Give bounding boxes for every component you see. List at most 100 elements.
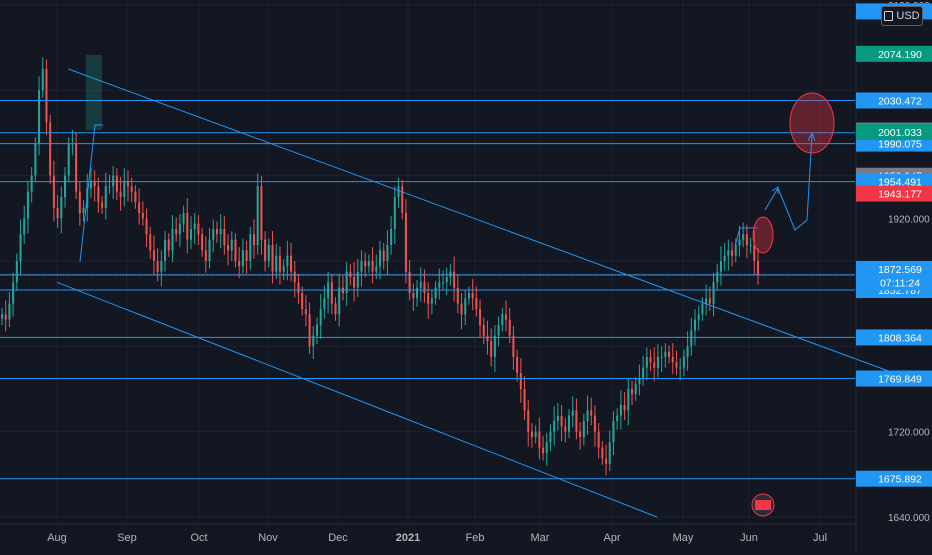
currency-label: USD [896,10,920,22]
candle-body [653,362,656,368]
candle-body [738,239,741,245]
candle-body [15,261,18,283]
price-label-text: 1872.569 [878,264,922,276]
candle-body [290,255,293,272]
candle-body [586,410,589,421]
candle-body [8,303,11,320]
candle-body [634,383,637,395]
candle-body [241,250,244,267]
candle-body [460,303,463,315]
candle-body [204,250,207,261]
candle-body [245,250,248,261]
candle-body [178,223,181,235]
candle-body [375,266,378,272]
currency-selector[interactable]: USD [881,6,923,26]
candle-body [519,373,522,389]
x-tick-label: Sep [117,532,137,544]
candle-body [567,415,571,432]
candle-body [386,245,389,261]
candle-body [349,271,352,277]
candle-body [682,357,685,368]
candle-body [264,239,267,261]
price-label: 1954.491 [856,173,932,190]
x-tick-label: Mar [531,532,550,544]
candle-body [308,314,311,347]
candle-body [575,410,578,432]
candle-body [52,175,55,208]
grid-layer [0,0,855,524]
candle-body [141,213,144,219]
candle-body [156,261,159,272]
candle-body [668,351,671,357]
candle-body [497,325,500,336]
candle-body [345,271,348,293]
price-label-text: 1808.364 [878,332,922,344]
candle-body [175,229,178,235]
candle-body [486,335,489,341]
candle-body [616,415,619,421]
candle-body [690,330,693,347]
candle-body [60,197,63,219]
candle-body [701,303,704,315]
candle-body [564,426,567,432]
price-label-text: 1675.892 [878,474,922,486]
candle-body [82,207,85,213]
candle-body [434,287,437,299]
candle-body [731,250,734,256]
price-label-text: 07:11:24 [880,277,920,289]
candle-body [645,357,648,368]
x-tick-label: 2021 [396,532,420,544]
candle-body [171,229,174,251]
candle-body [582,421,585,437]
price-label-text: 1943.177 [878,189,922,201]
candle-body [223,229,226,245]
arrowhead-icon [771,186,779,194]
candle-body [471,293,474,299]
candle-body [41,69,44,91]
candle-body [542,447,545,453]
price-label-bg [856,260,932,277]
candle-body [712,282,715,304]
candle-body [512,335,515,357]
candle-body [108,186,111,188]
candle-body [493,335,496,357]
candle-body [756,261,760,275]
candle-body [456,287,459,304]
price-label-text: 2074.190 [878,49,922,61]
candle-body [164,239,167,261]
candle-body [382,250,385,261]
price-label: 1872.569 [856,260,932,277]
candle-body [438,282,441,288]
candle-body [612,421,615,443]
candle-body [538,431,541,448]
candle-body [215,229,218,235]
candle-body [271,245,274,272]
candle-body [212,229,215,240]
candle-body [464,298,467,315]
candle-body [501,314,504,325]
candle-body [593,415,596,432]
candle-body [38,90,41,144]
candle-body [145,218,148,235]
candle-body [126,181,130,187]
candle-body [397,186,400,197]
candle-body [719,261,722,272]
candle-body [656,357,659,368]
candle-body [130,186,133,192]
candle-body [56,207,59,219]
candle-body [138,202,141,213]
candle-body [364,261,367,267]
candle-body [34,143,37,176]
candle-body [545,442,548,453]
candle-body [123,181,126,197]
candle-body [523,389,526,411]
candle-body [282,266,285,272]
candle-body [445,277,448,283]
price-label-bg [856,329,932,346]
candle-body [490,341,493,357]
lock-icon [884,11,894,21]
candle-body [71,143,74,145]
candle-body [590,410,593,416]
